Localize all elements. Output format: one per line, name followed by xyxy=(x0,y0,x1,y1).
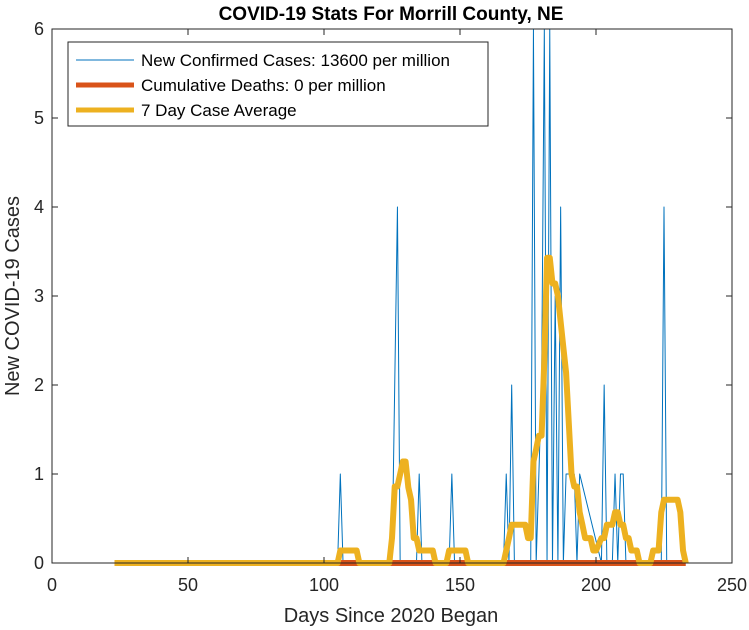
y-tick-label: 0 xyxy=(34,553,44,573)
legend-label-new-cases: New Confirmed Cases: 13600 per million xyxy=(141,51,450,70)
x-tick-label: 50 xyxy=(178,575,198,595)
x-tick-label: 100 xyxy=(309,575,339,595)
y-axis-label: New COVID-19 Cases xyxy=(2,196,24,396)
x-tick-label: 200 xyxy=(581,575,611,595)
chart-title: COVID-19 Stats For Morrill County, NE xyxy=(219,4,564,25)
series-line-avg xyxy=(114,254,689,566)
legend: New Confirmed Cases: 13600 per million C… xyxy=(67,41,489,127)
x-tick-label: 150 xyxy=(445,575,475,595)
x-tick-label: 0 xyxy=(47,575,57,595)
legend-box xyxy=(67,41,489,127)
y-tick-label: 3 xyxy=(34,286,44,306)
x-axis: 0 50 100 150 200 250 xyxy=(47,29,747,595)
x-axis-label: Days Since 2020 Began xyxy=(284,605,499,627)
x-tick-label: 250 xyxy=(717,575,747,595)
y-tick-label: 1 xyxy=(34,464,44,484)
y-axis: 0 1 2 3 4 5 6 xyxy=(34,19,732,573)
y-tick-label: 5 xyxy=(34,108,44,128)
legend-label-deaths: Cumulative Deaths: 0 per million xyxy=(141,76,386,95)
legend-label-avg: 7 Day Case Average xyxy=(141,101,297,120)
y-tick-label: 6 xyxy=(34,19,44,39)
y-tick-label: 2 xyxy=(34,375,44,395)
y-tick-label: 4 xyxy=(34,197,44,217)
